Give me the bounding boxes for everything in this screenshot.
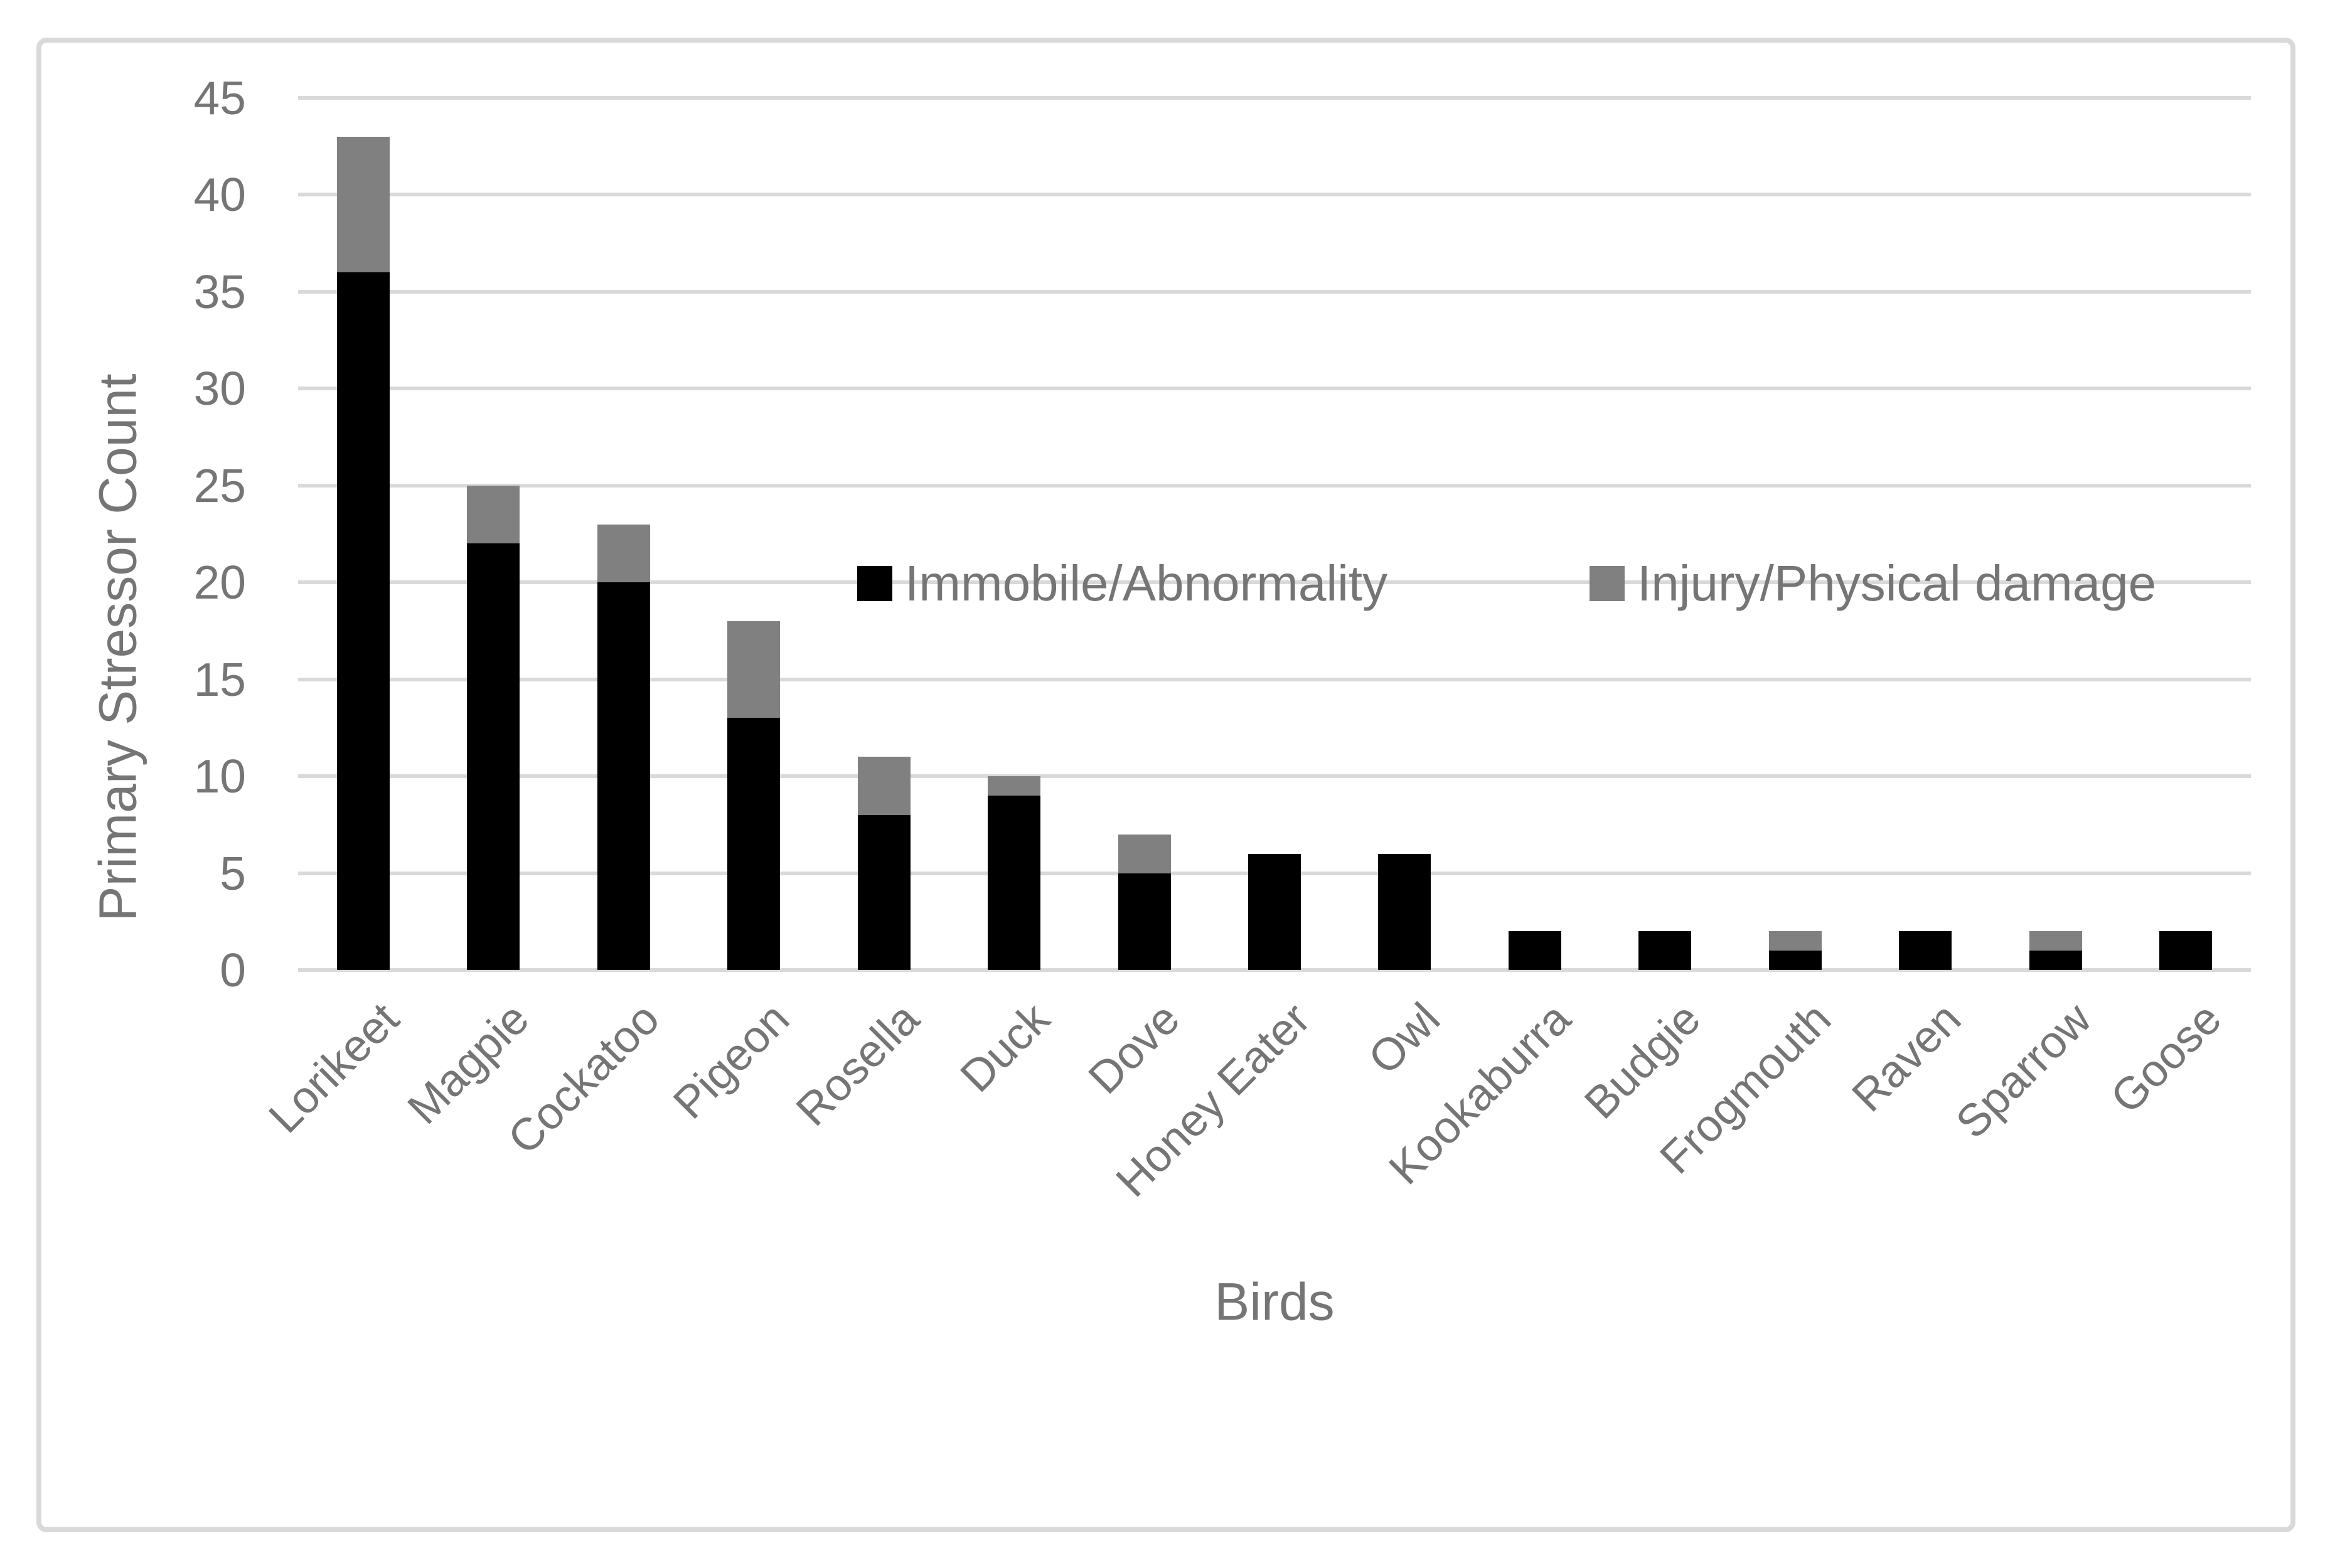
bar-segment-immobile-abnormality-cockatoo xyxy=(597,582,650,970)
x-axis-title: Birds xyxy=(1214,1272,1335,1331)
bar-segment-injury-physical-damage-dove xyxy=(1118,834,1171,873)
bar-segment-injury-physical-damage-pigeon xyxy=(727,621,781,718)
legend-label-injury-physical-damage: Injury/Physical damage xyxy=(1637,555,2157,611)
gridline-y-40 xyxy=(298,193,2251,197)
y-tick-label-40: 40 xyxy=(193,168,246,221)
bar-segment-immobile-abnormality-honey-eater xyxy=(1248,853,1301,970)
bar-segment-injury-physical-damage-duck xyxy=(988,776,1041,796)
bar-segment-injury-physical-damage-magpie xyxy=(467,485,520,544)
gridline-y-15 xyxy=(298,677,2251,681)
bar-segment-immobile-abnormality-pigeon xyxy=(727,718,781,970)
y-tick-label-45: 45 xyxy=(193,72,246,124)
gridline-y-30 xyxy=(298,387,2251,391)
bar-segment-immobile-abnormality-dove xyxy=(1118,873,1171,970)
y-tick-label-5: 5 xyxy=(220,846,246,900)
bar-segment-immobile-abnormality-magpie xyxy=(467,543,520,970)
y-tick-label-15: 15 xyxy=(193,653,246,706)
bar-segment-injury-physical-damage-cockatoo xyxy=(597,524,650,583)
gridline-y-45 xyxy=(298,96,2251,100)
chart-frame xyxy=(36,38,2295,1532)
gridline-y-0 xyxy=(298,968,2251,972)
y-tick-label-35: 35 xyxy=(193,265,246,318)
bar-segment-immobile-abnormality-kookaburra xyxy=(1508,931,1561,970)
bar-segment-immobile-abnormality-frogmouth xyxy=(1768,951,1822,970)
y-tick-label-25: 25 xyxy=(193,459,246,512)
bar-segment-injury-physical-damage-frogmouth xyxy=(1768,931,1822,951)
bar-segment-immobile-abnormality-budgie xyxy=(1638,931,1692,970)
bar-segment-immobile-abnormality-duck xyxy=(988,796,1041,970)
y-tick-label-10: 10 xyxy=(193,750,246,803)
bar-segment-injury-physical-damage-rosella xyxy=(857,757,911,815)
legend-swatch-immobile-abnormality xyxy=(857,566,892,601)
legend-item-immobile-abnormality: Immobile/Abnormality xyxy=(857,552,1387,615)
legend-swatch-injury-physical-damage xyxy=(1590,566,1625,601)
legend-label-immobile-abnormality: Immobile/Abnormality xyxy=(905,555,1388,611)
gridline-y-35 xyxy=(298,289,2251,294)
bar-segment-injury-physical-damage-sparrow xyxy=(2029,931,2082,951)
bar-segment-immobile-abnormality-goose xyxy=(2159,931,2213,970)
gridline-y-20 xyxy=(298,580,2251,585)
y-axis-title: Primary Stressor Count xyxy=(88,373,147,922)
y-tick-label-30: 30 xyxy=(193,362,246,415)
bar-segment-injury-physical-damage-lorikeet xyxy=(336,136,390,272)
y-tick-label-0: 0 xyxy=(220,944,246,996)
gridline-y-25 xyxy=(298,483,2251,488)
bar-segment-immobile-abnormality-rosella xyxy=(857,814,911,970)
y-tick-label-20: 20 xyxy=(193,556,246,609)
legend-item-injury-physical-damage: Injury/Physical damage xyxy=(1590,552,2156,615)
bar-segment-immobile-abnormality-owl xyxy=(1378,853,1431,970)
bar-segment-immobile-abnormality-lorikeet xyxy=(336,272,390,970)
gridline-y-10 xyxy=(298,774,2251,779)
bar-segment-immobile-abnormality-raven xyxy=(1899,931,1952,970)
bar-segment-immobile-abnormality-sparrow xyxy=(2029,951,2082,970)
